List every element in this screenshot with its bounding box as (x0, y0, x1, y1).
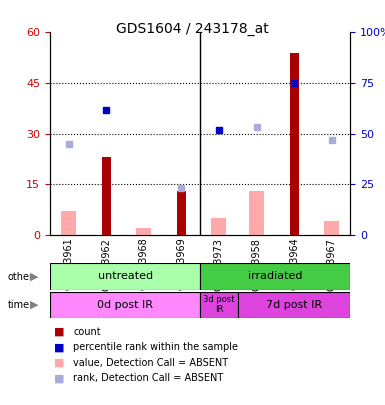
Text: ▶: ▶ (30, 272, 38, 281)
FancyBboxPatch shape (50, 263, 200, 290)
FancyBboxPatch shape (200, 263, 350, 290)
Text: ■: ■ (54, 343, 64, 352)
FancyBboxPatch shape (238, 292, 350, 318)
Bar (290, 53, 298, 235)
Text: ■: ■ (54, 358, 64, 368)
FancyBboxPatch shape (200, 292, 238, 318)
Text: ■: ■ (54, 327, 64, 337)
Text: ■: ■ (54, 373, 64, 383)
Text: percentile rank within the sample: percentile rank within the sample (73, 343, 238, 352)
Text: rank, Detection Call = ABSENT: rank, Detection Call = ABSENT (73, 373, 223, 383)
Bar (324, 222, 339, 235)
Bar (211, 218, 226, 235)
Text: ▶: ▶ (30, 300, 38, 309)
Text: 7d post IR: 7d post IR (266, 300, 322, 310)
Bar (136, 228, 151, 235)
Text: value, Detection Call = ABSENT: value, Detection Call = ABSENT (73, 358, 228, 368)
FancyBboxPatch shape (50, 292, 200, 318)
Text: GDS1604 / 243178_at: GDS1604 / 243178_at (116, 22, 269, 36)
Text: irradiated: irradiated (248, 271, 303, 281)
Bar (61, 211, 76, 235)
Text: 0d post IR: 0d post IR (97, 300, 153, 310)
Bar (249, 191, 264, 235)
Text: count: count (73, 327, 101, 337)
Text: untreated: untreated (97, 271, 153, 281)
Bar (102, 157, 111, 235)
Text: 3d post
IR: 3d post IR (203, 295, 235, 314)
Text: other: other (8, 272, 34, 281)
Text: time: time (8, 300, 30, 309)
Bar (177, 191, 186, 235)
